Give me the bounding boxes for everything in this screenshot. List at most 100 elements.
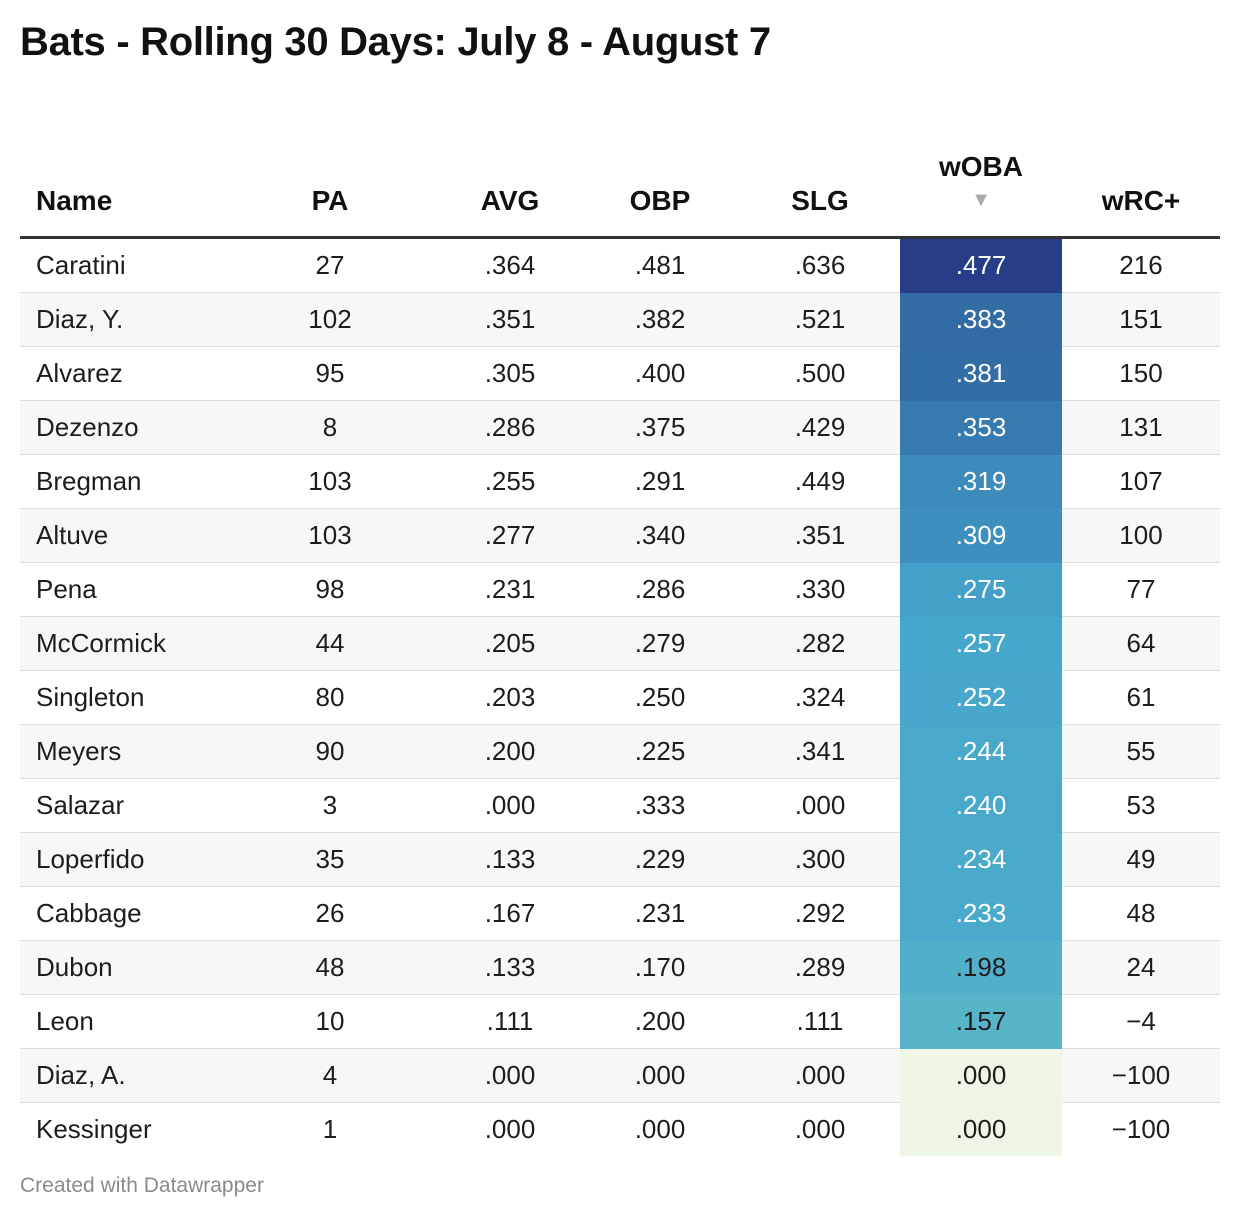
- table-row: Dubon 48.133.170.289.198 24: [20, 940, 1220, 995]
- cell-obp: .000: [634, 1114, 686, 1144]
- cell-pa: 4: [220, 1048, 440, 1103]
- table-row: Salazar 3.000.333.000.240 53: [20, 778, 1220, 833]
- cell-wrc-plus: 53: [1062, 778, 1220, 833]
- cell-woba: .257: [900, 616, 1062, 671]
- cell-obp: .481: [580, 237, 740, 293]
- cell-obp: .286: [580, 562, 740, 617]
- cell-name: Salazar: [20, 778, 220, 833]
- column-header-obp[interactable]: OBP: [580, 120, 740, 239]
- cell-wrc-plus: 61: [1062, 670, 1220, 725]
- cell-woba: .381: [900, 346, 1062, 401]
- cell-name: Pena: [20, 562, 220, 617]
- cell-pa: 102: [220, 292, 440, 347]
- cell-name: Dubon: [20, 940, 220, 995]
- cell-obp: .170: [580, 940, 740, 995]
- cell-avg: .200: [440, 724, 580, 779]
- table-row: Meyers 90.200.225.341.244 55: [20, 724, 1220, 779]
- cell-wrc-plus: 100: [1062, 508, 1220, 563]
- cell-slg: .111: [740, 994, 900, 1049]
- cell-name: Cabbage: [20, 886, 220, 941]
- cell-slg: .289: [740, 940, 900, 995]
- table-row: Diaz, Y. 102.351.382.521.383 151: [20, 292, 1220, 347]
- table-row: Dezenzo 8.286.375.429.353 131: [20, 400, 1220, 455]
- cell-avg: .000: [484, 1114, 536, 1144]
- column-header-label: wRC+: [1101, 185, 1181, 216]
- cell-pa: 35: [220, 832, 440, 887]
- cell-obp: .231: [580, 886, 740, 941]
- cell-woba: .000: [900, 1048, 1062, 1103]
- cell-name: Altuve: [20, 508, 220, 563]
- footer-credit: Created with Datawrapper: [20, 1174, 264, 1197]
- column-header-slg[interactable]: SLG: [740, 120, 900, 239]
- cell-wrc-plus: 48: [1062, 886, 1220, 941]
- table-row: Pena 98.231.286.330.275 77: [20, 562, 1220, 617]
- table-row: Bregman 103.255.291.449.319 107: [20, 454, 1220, 509]
- cell-woba: .252: [900, 670, 1062, 725]
- sort-descending-icon: ▼: [971, 189, 991, 211]
- cell-slg: .282: [740, 616, 900, 671]
- column-header-avg[interactable]: AVG: [440, 120, 580, 239]
- cell-obp: .340: [580, 508, 740, 563]
- column-header-wrc-plus[interactable]: wRC+: [1062, 120, 1220, 239]
- table-row: Altuve 103.277.340.351.309 100: [20, 508, 1220, 563]
- cell-wrc-plus: 150: [1062, 346, 1220, 401]
- table-row: Caratini 27.364.481.636.477 216: [20, 237, 1220, 293]
- cell-woba: .244: [900, 724, 1062, 779]
- cell-woba: .477: [900, 237, 1062, 293]
- cell-name: Meyers: [20, 724, 220, 779]
- table-row: Alvarez 95.305.400.500.381 150: [20, 346, 1220, 401]
- table-row: McCormick 44.205.279.282.257 64: [20, 616, 1220, 671]
- cell-wrc-plus: 151: [1062, 292, 1220, 347]
- column-header-label: AVG: [480, 185, 540, 216]
- cell-obp: .229: [580, 832, 740, 887]
- cell-name: Caratini: [20, 237, 220, 293]
- cell-woba: .157: [900, 994, 1062, 1049]
- cell-woba: .198: [900, 940, 1062, 995]
- cell-woba: .233: [900, 886, 1062, 941]
- cell-avg: .111: [440, 994, 580, 1049]
- cell-name: Diaz, Y.: [20, 292, 220, 347]
- cell-obp: .333: [580, 778, 740, 833]
- cell-pa: 98: [220, 562, 440, 617]
- cell-pa: 26: [220, 886, 440, 941]
- cell-slg: .449: [740, 454, 900, 509]
- chart-title: Bats - Rolling 30 Days: July 8 - August …: [20, 20, 771, 64]
- cell-wrc-plus: 107: [1062, 454, 1220, 509]
- column-header-woba[interactable]: wOBA ▼: [900, 120, 1062, 239]
- cell-slg: .292: [740, 886, 900, 941]
- cell-avg: .277: [440, 508, 580, 563]
- cell-slg: .341: [740, 724, 900, 779]
- cell-avg: .203: [440, 670, 580, 725]
- cell-wrc-plus: 77: [1062, 562, 1220, 617]
- cell-name: Diaz, A.: [20, 1048, 220, 1103]
- cell-wrc-plus: 24: [1062, 940, 1220, 995]
- cell-avg: .205: [440, 616, 580, 671]
- table-row: Leon 10.111.200.111.157 −4: [20, 994, 1220, 1049]
- cell-name: Singleton: [20, 670, 220, 725]
- column-header-name[interactable]: Name: [20, 120, 220, 239]
- cell-pa: 80: [220, 670, 440, 725]
- cell-obp: .200: [580, 994, 740, 1049]
- table-row: Cabbage 26.167.231.292.233 48: [20, 886, 1220, 941]
- table-row: Kessinger 1 .000 .000 .000 .000 −100: [20, 1102, 1220, 1156]
- cell-pa: 90: [220, 724, 440, 779]
- cell-slg: .330: [740, 562, 900, 617]
- column-header-label: OBP: [629, 185, 691, 216]
- cell-wrc-plus: 49: [1062, 832, 1220, 887]
- cell-pa: 27: [220, 237, 440, 293]
- cell-avg: .364: [440, 237, 580, 293]
- column-header-pa[interactable]: PA: [220, 120, 440, 239]
- cell-pa: 8: [220, 400, 440, 455]
- cell-obp: .375: [580, 400, 740, 455]
- cell-woba: .383: [900, 292, 1062, 347]
- cell-avg: .351: [440, 292, 580, 347]
- cell-woba: .240: [900, 778, 1062, 833]
- cell-slg: .351: [740, 508, 900, 563]
- cell-pa: 103: [220, 508, 440, 563]
- stats-table: Name PA AVG OBP SLG wOBA ▼ wRC+ Caratini 2…: [20, 120, 1220, 1156]
- column-header-label: wOBA: [939, 151, 1023, 182]
- cell-woba: .275: [900, 562, 1062, 617]
- cell-obp: .382: [580, 292, 740, 347]
- cell-name: Bregman: [20, 454, 220, 509]
- column-header-label: Name: [36, 185, 113, 216]
